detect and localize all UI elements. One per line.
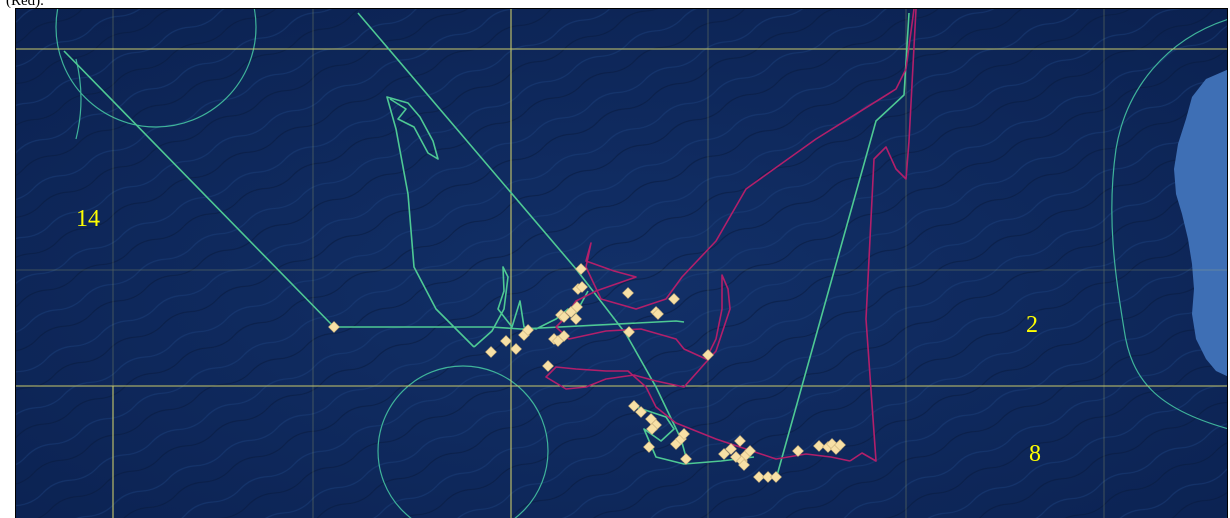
land-mass — [1174, 69, 1227, 377]
location-marker[interactable] — [635, 406, 647, 418]
location-marker[interactable] — [576, 281, 588, 293]
location-marker[interactable] — [680, 453, 692, 465]
location-marker[interactable] — [622, 287, 634, 299]
map-frame[interactable]: 14 2 8 — [15, 8, 1228, 518]
location-marker[interactable] — [522, 324, 534, 336]
location-marker[interactable] — [718, 448, 730, 460]
location-marker[interactable] — [738, 459, 750, 471]
location-marker[interactable] — [668, 293, 680, 305]
location-marker[interactable] — [558, 311, 570, 323]
location-marker[interactable] — [500, 335, 512, 347]
location-marker[interactable] — [652, 308, 664, 320]
location-marker[interactable] — [834, 439, 846, 451]
location-marker[interactable] — [623, 326, 635, 338]
location-marker[interactable] — [571, 301, 583, 313]
location-marker[interactable] — [575, 263, 587, 275]
location-marker[interactable] — [792, 445, 804, 457]
location-marker[interactable] — [813, 440, 825, 452]
location-marker[interactable] — [558, 330, 570, 342]
location-marker[interactable] — [744, 445, 756, 457]
caption-fragment: (Red). — [6, 0, 44, 9]
location-marker[interactable] — [542, 360, 554, 372]
buffer-circle-top-left — [55, 9, 257, 128]
location-marker[interactable] — [510, 343, 522, 355]
location-marker[interactable] — [328, 321, 340, 333]
location-marker[interactable] — [725, 443, 737, 455]
location-marker[interactable] — [570, 313, 582, 325]
location-marker[interactable] — [628, 400, 640, 412]
red-track — [545, 9, 917, 462]
location-marker[interactable] — [678, 428, 690, 440]
location-marker[interactable] — [646, 423, 658, 435]
zone-label-8: 8 — [1029, 441, 1041, 467]
location-marker[interactable] — [762, 471, 774, 483]
buffer-arc-top-left-tip — [75, 58, 82, 140]
seafloor-texture — [16, 9, 1227, 518]
location-marker[interactable] — [702, 349, 714, 361]
location-marker[interactable] — [734, 435, 746, 447]
zone-label-14: 14 — [76, 206, 100, 232]
location-marker[interactable] — [643, 441, 655, 453]
buffer-arc-right-land — [1111, 19, 1227, 430]
map-canvas[interactable] — [16, 9, 1228, 518]
buffer-circle-bottom — [377, 365, 549, 518]
green-track — [63, 12, 910, 480]
location-marker[interactable] — [770, 471, 782, 483]
location-marker[interactable] — [485, 346, 497, 358]
location-marker[interactable] — [753, 471, 765, 483]
zone-label-2: 2 — [1026, 312, 1038, 338]
